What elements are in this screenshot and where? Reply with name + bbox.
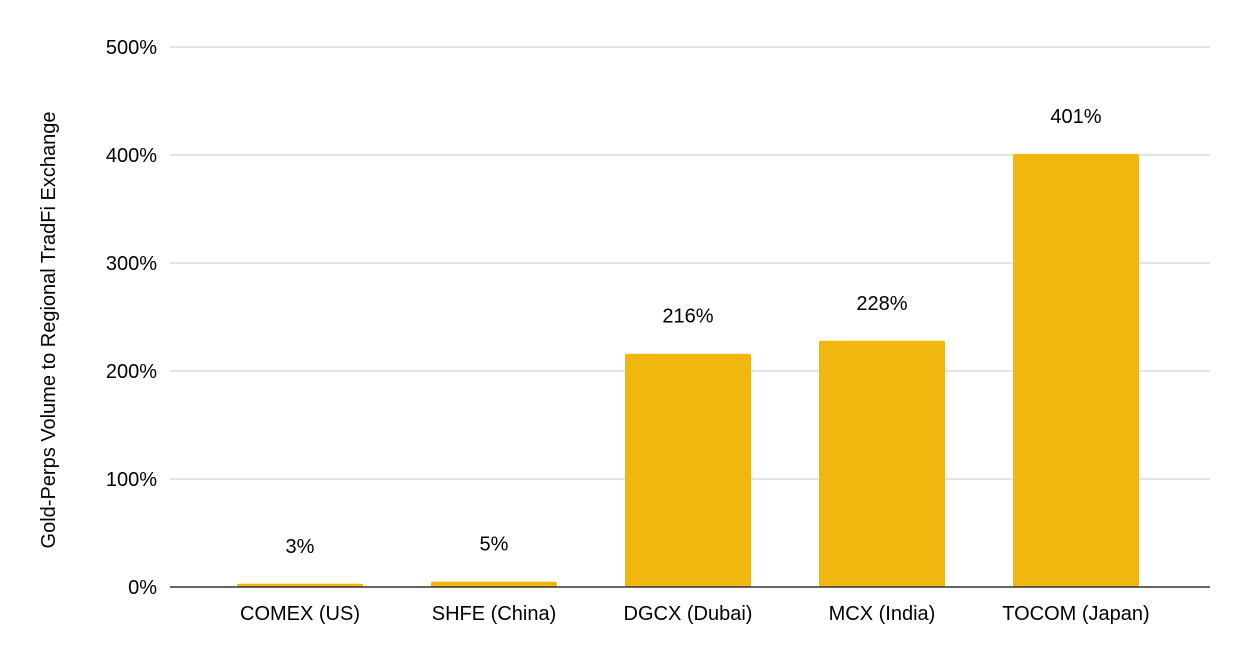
y-tick-label: 100%: [106, 469, 157, 491]
data-label: 216%: [662, 306, 713, 328]
data-label: 401%: [1050, 106, 1101, 128]
y-tick-label: 200%: [106, 361, 157, 383]
x-tick-label: DGCX (Dubai): [624, 603, 753, 625]
x-tick-label: COMEX (US): [240, 603, 360, 625]
data-label: 3%: [286, 536, 315, 558]
bars: [237, 153, 1139, 588]
data-labels: 3% 5% 216% 228% 401%: [286, 106, 1102, 558]
y-tick-label: 400%: [106, 145, 157, 167]
y-axis-title: Gold-Perps Volume to Regional TradFi Exc…: [38, 112, 60, 549]
x-axis-tick-labels: COMEX (US) SHFE (China) DGCX (Dubai) MCX (I…: [240, 603, 1150, 625]
bar: [625, 353, 751, 587]
data-label: 5%: [480, 534, 509, 556]
x-tick-label: MCX (India): [829, 603, 936, 625]
y-tick-label: 500%: [106, 37, 157, 59]
bar: [1013, 153, 1139, 588]
x-tick-label: TOCOM (Japan): [1002, 603, 1149, 625]
x-tick-label: SHFE (China): [432, 603, 556, 625]
y-tick-label: 0%: [128, 577, 157, 599]
data-label: 228%: [856, 293, 907, 315]
y-tick-label: 300%: [106, 253, 157, 275]
bar: [237, 583, 363, 587]
y-axis-tick-labels: 0% 100% 200% 300% 400% 500%: [106, 37, 157, 599]
bar: [431, 581, 557, 587]
bar: [819, 340, 945, 587]
